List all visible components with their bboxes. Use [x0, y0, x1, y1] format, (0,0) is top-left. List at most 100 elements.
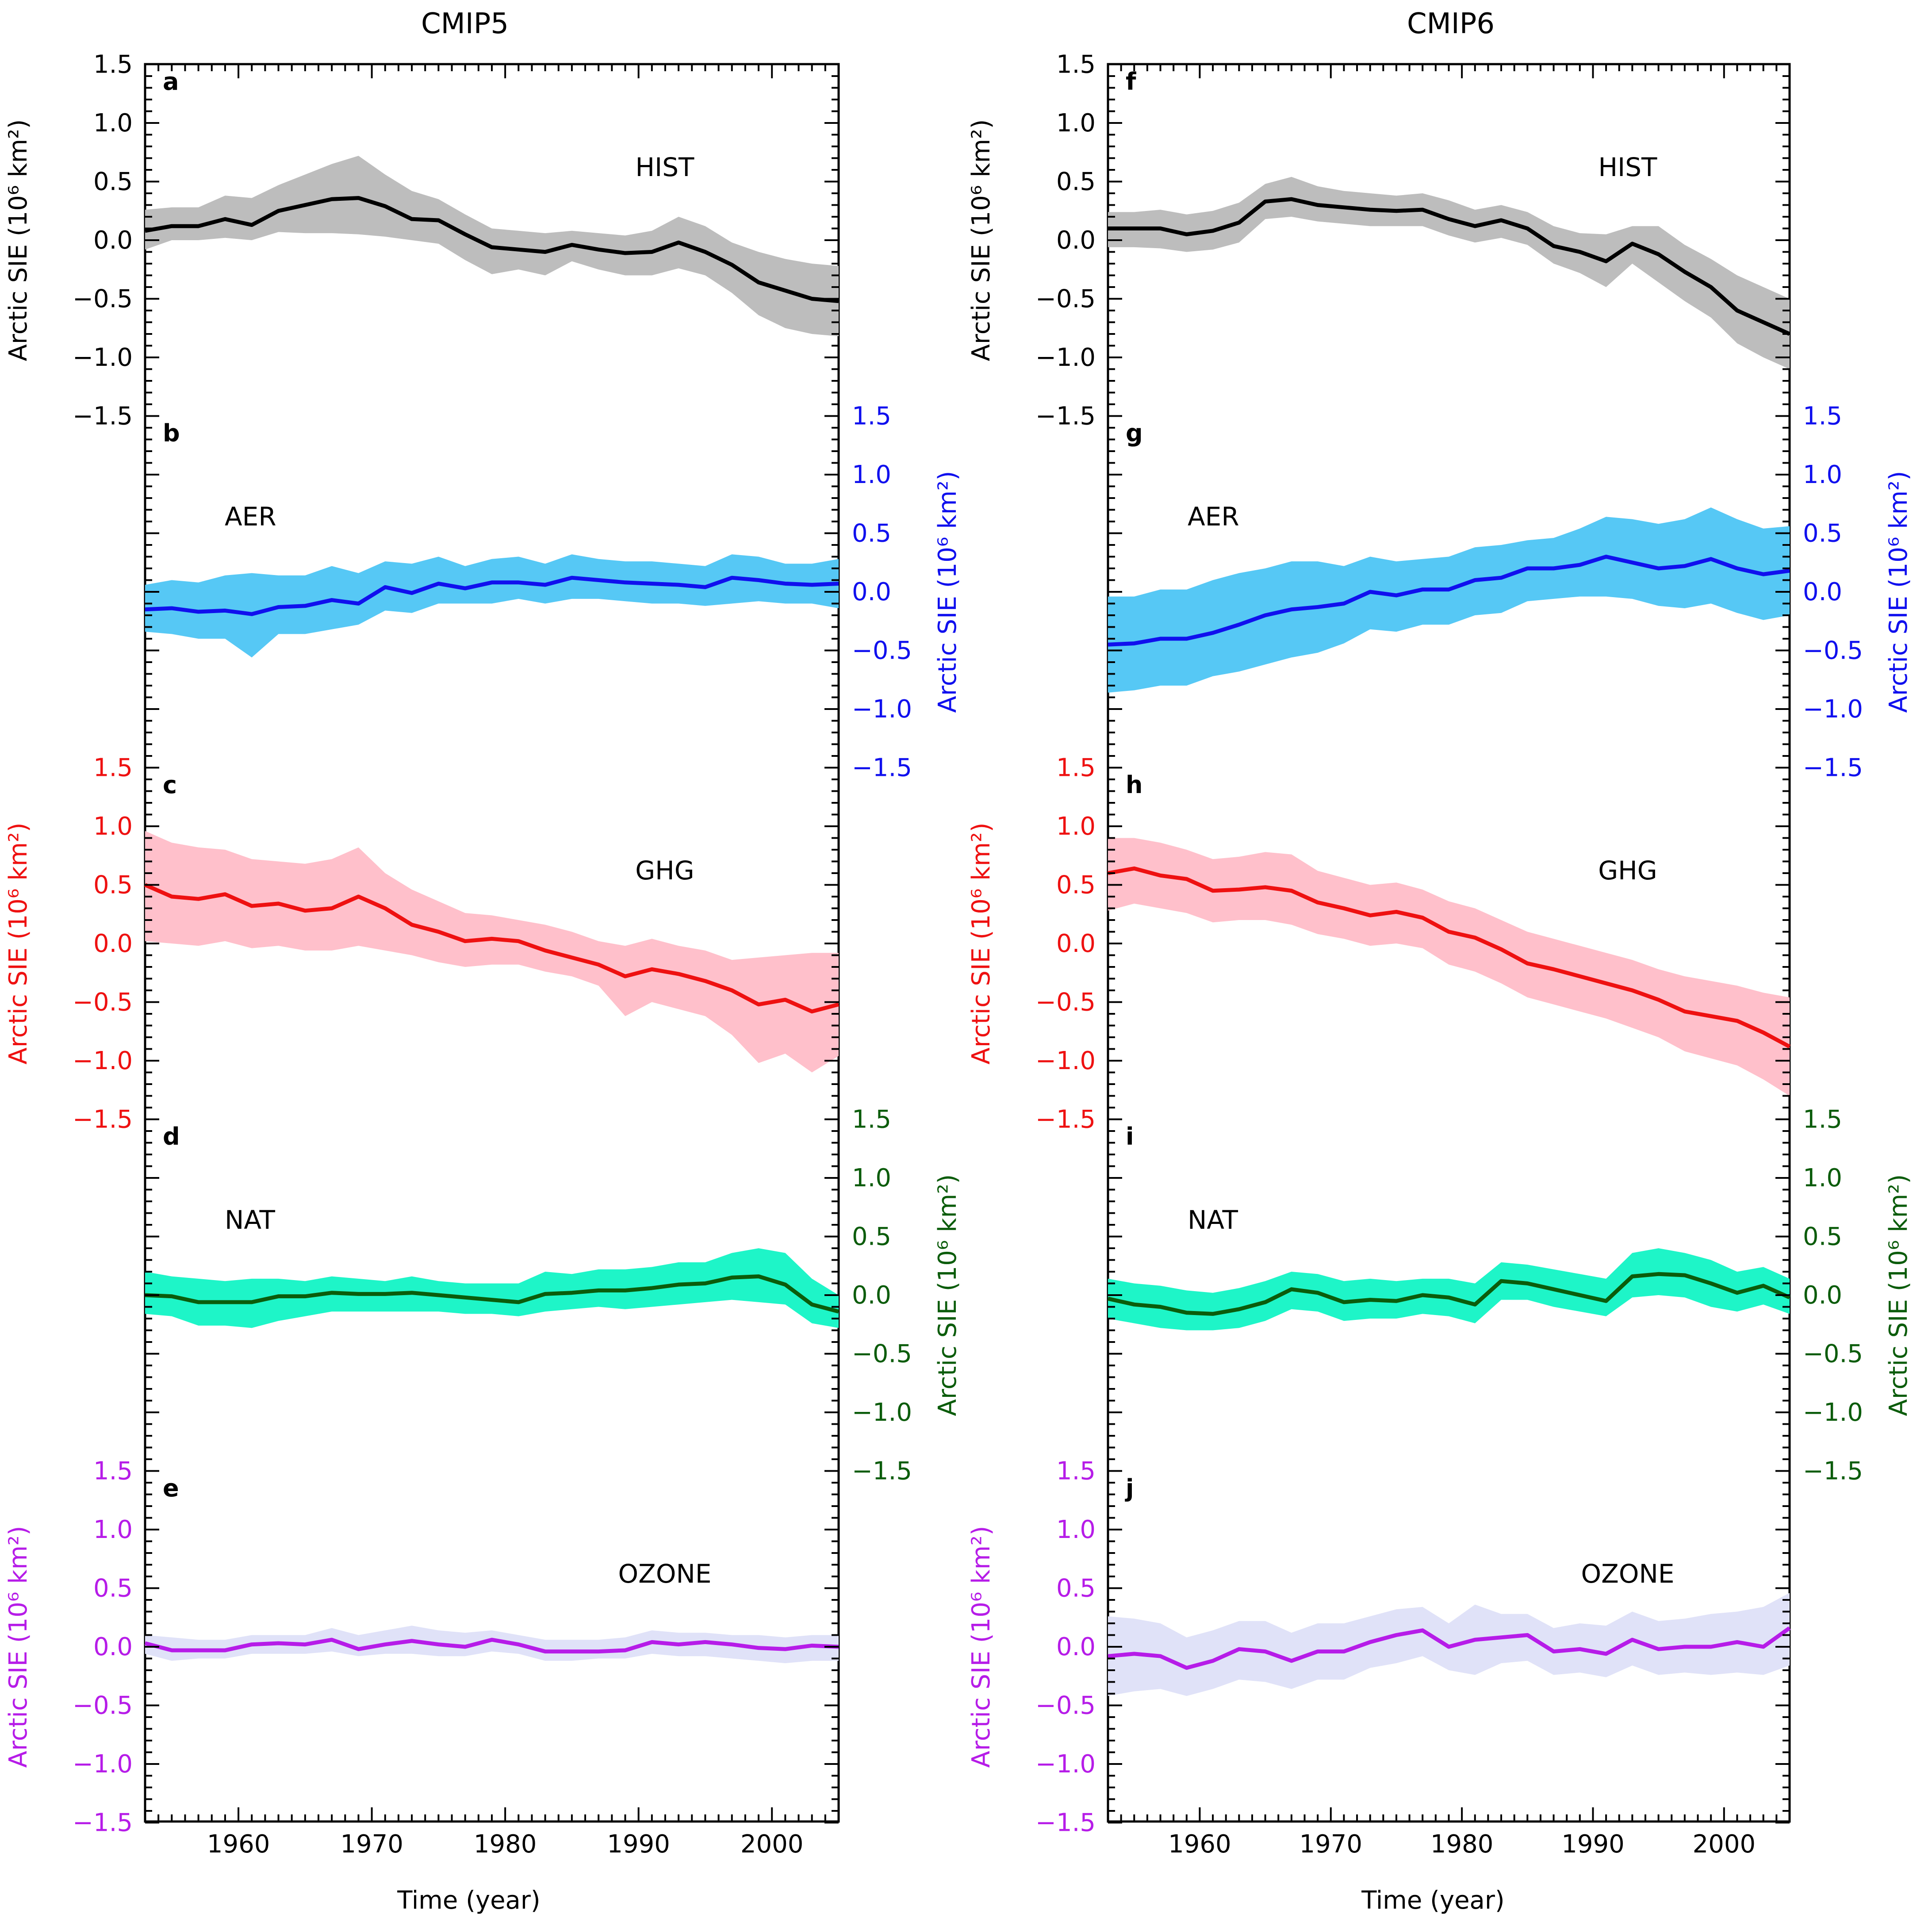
y-tick-label: −1.0 — [1803, 695, 1863, 724]
y-tick-label: 1.5 — [93, 1457, 133, 1486]
y-axis-label: Arctic SIE (10⁶ km²) — [933, 471, 962, 713]
panel-experiment-name: AER — [225, 502, 276, 532]
panel-letter: h — [1126, 771, 1142, 799]
panels-layer: 1960 1970 1980 1990 2000 1960 1970 1980 1990 2000… — [4, 50, 1913, 1859]
panel-d: 1.5 1.0 0.5 0.0 −0.5 −1.0 −1.5 Arctic SIE (10⁶ … — [145, 1105, 962, 1486]
y-tick-label: −0.5 — [1035, 1691, 1096, 1720]
y-tick-label: −0.5 — [1803, 637, 1863, 665]
y-tick-label: 0.5 — [1056, 168, 1096, 196]
y-tick-label: −1.0 — [73, 343, 133, 372]
panel-e: 1.5 1.0 0.5 0.0 −0.5 −1.0 −1.5 Arctic SIE (10⁶ … — [4, 1457, 839, 1837]
y-tick-label: −1.5 — [73, 1105, 133, 1134]
x-tick-label: 1980 — [474, 1830, 537, 1859]
panel-experiment-name: GHG — [1598, 855, 1657, 886]
y-axis-label: Arctic SIE (10⁶ km²) — [933, 1174, 962, 1416]
y-tick-label: 1.5 — [1803, 402, 1842, 431]
spread-band-aer — [145, 554, 839, 658]
panel-letter: c — [163, 771, 177, 799]
x-tick-label: 1970 — [340, 1830, 403, 1859]
y-tick-label: 0.0 — [1803, 578, 1842, 606]
y-tick-label: 0.5 — [93, 1574, 133, 1603]
x-tick-label: 1960 — [1168, 1830, 1231, 1859]
y-axis-label: Arctic SIE (10⁶ km²) — [967, 1526, 996, 1768]
y-tick-label: −0.5 — [1035, 988, 1096, 1017]
spread-band-hist — [1108, 176, 1790, 369]
panel-h: 1.5 1.0 0.5 0.0 −0.5 −1.0 −1.5 Arctic SIE (10⁶ … — [967, 754, 1791, 1134]
x-tick-label: 2000 — [740, 1830, 804, 1859]
y-tick-label: −1.5 — [1803, 1457, 1863, 1486]
panel-letter: d — [163, 1123, 180, 1150]
y-axis-label: Arctic SIE (10⁶ km²) — [1884, 471, 1913, 713]
column-title-cmip6: CMIP6 — [1407, 8, 1495, 40]
y-tick-label: 1.5 — [1056, 754, 1096, 782]
panel-g: 1.5 1.0 0.5 0.0 −0.5 −1.0 −1.5 Arctic SIE (10⁶ … — [1108, 402, 1913, 782]
panel-experiment-name: NAT — [225, 1205, 276, 1235]
y-tick-label: −1.0 — [1035, 1047, 1096, 1075]
y-tick-label: −1.0 — [1803, 1398, 1863, 1427]
y-tick-label: 1.0 — [852, 1164, 891, 1193]
panel-letter: i — [1126, 1123, 1134, 1150]
y-tick-label: 1.0 — [1803, 460, 1842, 489]
y-tick-label: −1.5 — [73, 1809, 133, 1837]
y-tick-label: 0.0 — [93, 929, 133, 958]
y-axis-label: Arctic SIE (10⁶ km²) — [1884, 1174, 1913, 1416]
panel-a: 1.5 1.0 0.5 0.0 −0.5 −1.0 −1.5 Arctic SIE (10⁶ … — [4, 50, 839, 431]
y-tick-label: −1.5 — [1035, 1105, 1096, 1134]
panel-experiment-name: OZONE — [618, 1559, 711, 1589]
y-tick-label: 1.0 — [93, 1515, 133, 1544]
y-tick-label: −0.5 — [73, 285, 133, 314]
spread-band-nat — [145, 1248, 839, 1328]
series-line-aer — [145, 575, 839, 616]
spread-band-nat — [1108, 1248, 1790, 1331]
y-tick-label: −1.5 — [852, 1457, 912, 1486]
y-tick-label: −1.0 — [1035, 1750, 1096, 1779]
series-line-ghg — [144, 883, 840, 1014]
series-line-nat — [145, 1274, 840, 1314]
series-line-ghg — [1108, 866, 1791, 1049]
y-tick-label: −1.0 — [1035, 343, 1096, 372]
y-tick-label: −1.0 — [73, 1750, 133, 1779]
y-tick-label: 0.5 — [1056, 1574, 1096, 1603]
column-title-cmip5: CMIP5 — [421, 8, 509, 40]
y-axis-label: Arctic SIE (10⁶ km²) — [4, 823, 33, 1065]
y-axis-label: Arctic SIE (10⁶ km²) — [967, 823, 996, 1065]
spread-band-ghg — [1108, 838, 1790, 1096]
y-tick-label: 1.5 — [93, 754, 133, 782]
y-tick-label: 1.0 — [93, 109, 133, 138]
y-tick-label: 1.5 — [1056, 50, 1096, 79]
y-tick-label: 0.0 — [93, 1633, 133, 1661]
y-tick-label: −1.0 — [852, 695, 912, 724]
y-tick-label: 1.0 — [1056, 109, 1096, 138]
y-tick-label: −0.5 — [73, 988, 133, 1017]
series-line-hist — [1108, 197, 1790, 336]
y-tick-label: −0.5 — [1803, 1340, 1863, 1369]
y-tick-label: −0.5 — [73, 1691, 133, 1720]
panel-b: 1.5 1.0 0.5 0.0 −0.5 −1.0 −1.5 Arctic SIE (10⁶ … — [145, 402, 962, 782]
panel-j: 1.5 1.0 0.5 0.0 −0.5 −1.0 −1.5 Arctic SIE (10⁶ … — [967, 1457, 1791, 1837]
y-tick-label: 0.5 — [1803, 1223, 1842, 1251]
y-tick-label: −1.5 — [1035, 402, 1096, 431]
series-line-ozone — [1108, 1626, 1791, 1670]
x-tick-label: 2000 — [1693, 1830, 1756, 1859]
y-tick-label: −1.5 — [1803, 754, 1863, 782]
y-tick-label: 0.0 — [1056, 929, 1096, 958]
panel-i: 1.5 1.0 0.5 0.0 −0.5 −1.0 −1.5 Arctic SIE (10⁶ … — [1108, 1105, 1913, 1486]
panel-experiment-name: OZONE — [1581, 1559, 1674, 1589]
y-tick-label: 1.5 — [1803, 1105, 1842, 1134]
y-tick-label: −1.5 — [852, 754, 912, 782]
y-tick-label: 1.0 — [1056, 812, 1096, 841]
panel-c: 1.5 1.0 0.5 0.0 −0.5 −1.0 −1.5 Arctic SIE (10⁶ … — [4, 754, 840, 1134]
x-tick-label: 1970 — [1300, 1830, 1363, 1859]
y-tick-label: 1.0 — [1056, 1515, 1096, 1544]
panel-experiment-name: HIST — [1598, 152, 1658, 182]
y-tick-label: −0.5 — [852, 637, 912, 665]
spread-band-ozone — [145, 1626, 839, 1664]
y-axis-label: Arctic SIE (10⁶ km²) — [967, 119, 996, 361]
panel-experiment-name: AER — [1188, 502, 1239, 532]
y-tick-label: 1.5 — [852, 402, 891, 431]
y-tick-label: −1.5 — [73, 402, 133, 431]
x-tick-label: 1990 — [1561, 1830, 1625, 1859]
y-axis-label: Arctic SIE (10⁶ km²) — [4, 1526, 33, 1768]
x-tick-label: 1960 — [207, 1830, 270, 1859]
panel-experiment-name: HIST — [636, 152, 695, 182]
